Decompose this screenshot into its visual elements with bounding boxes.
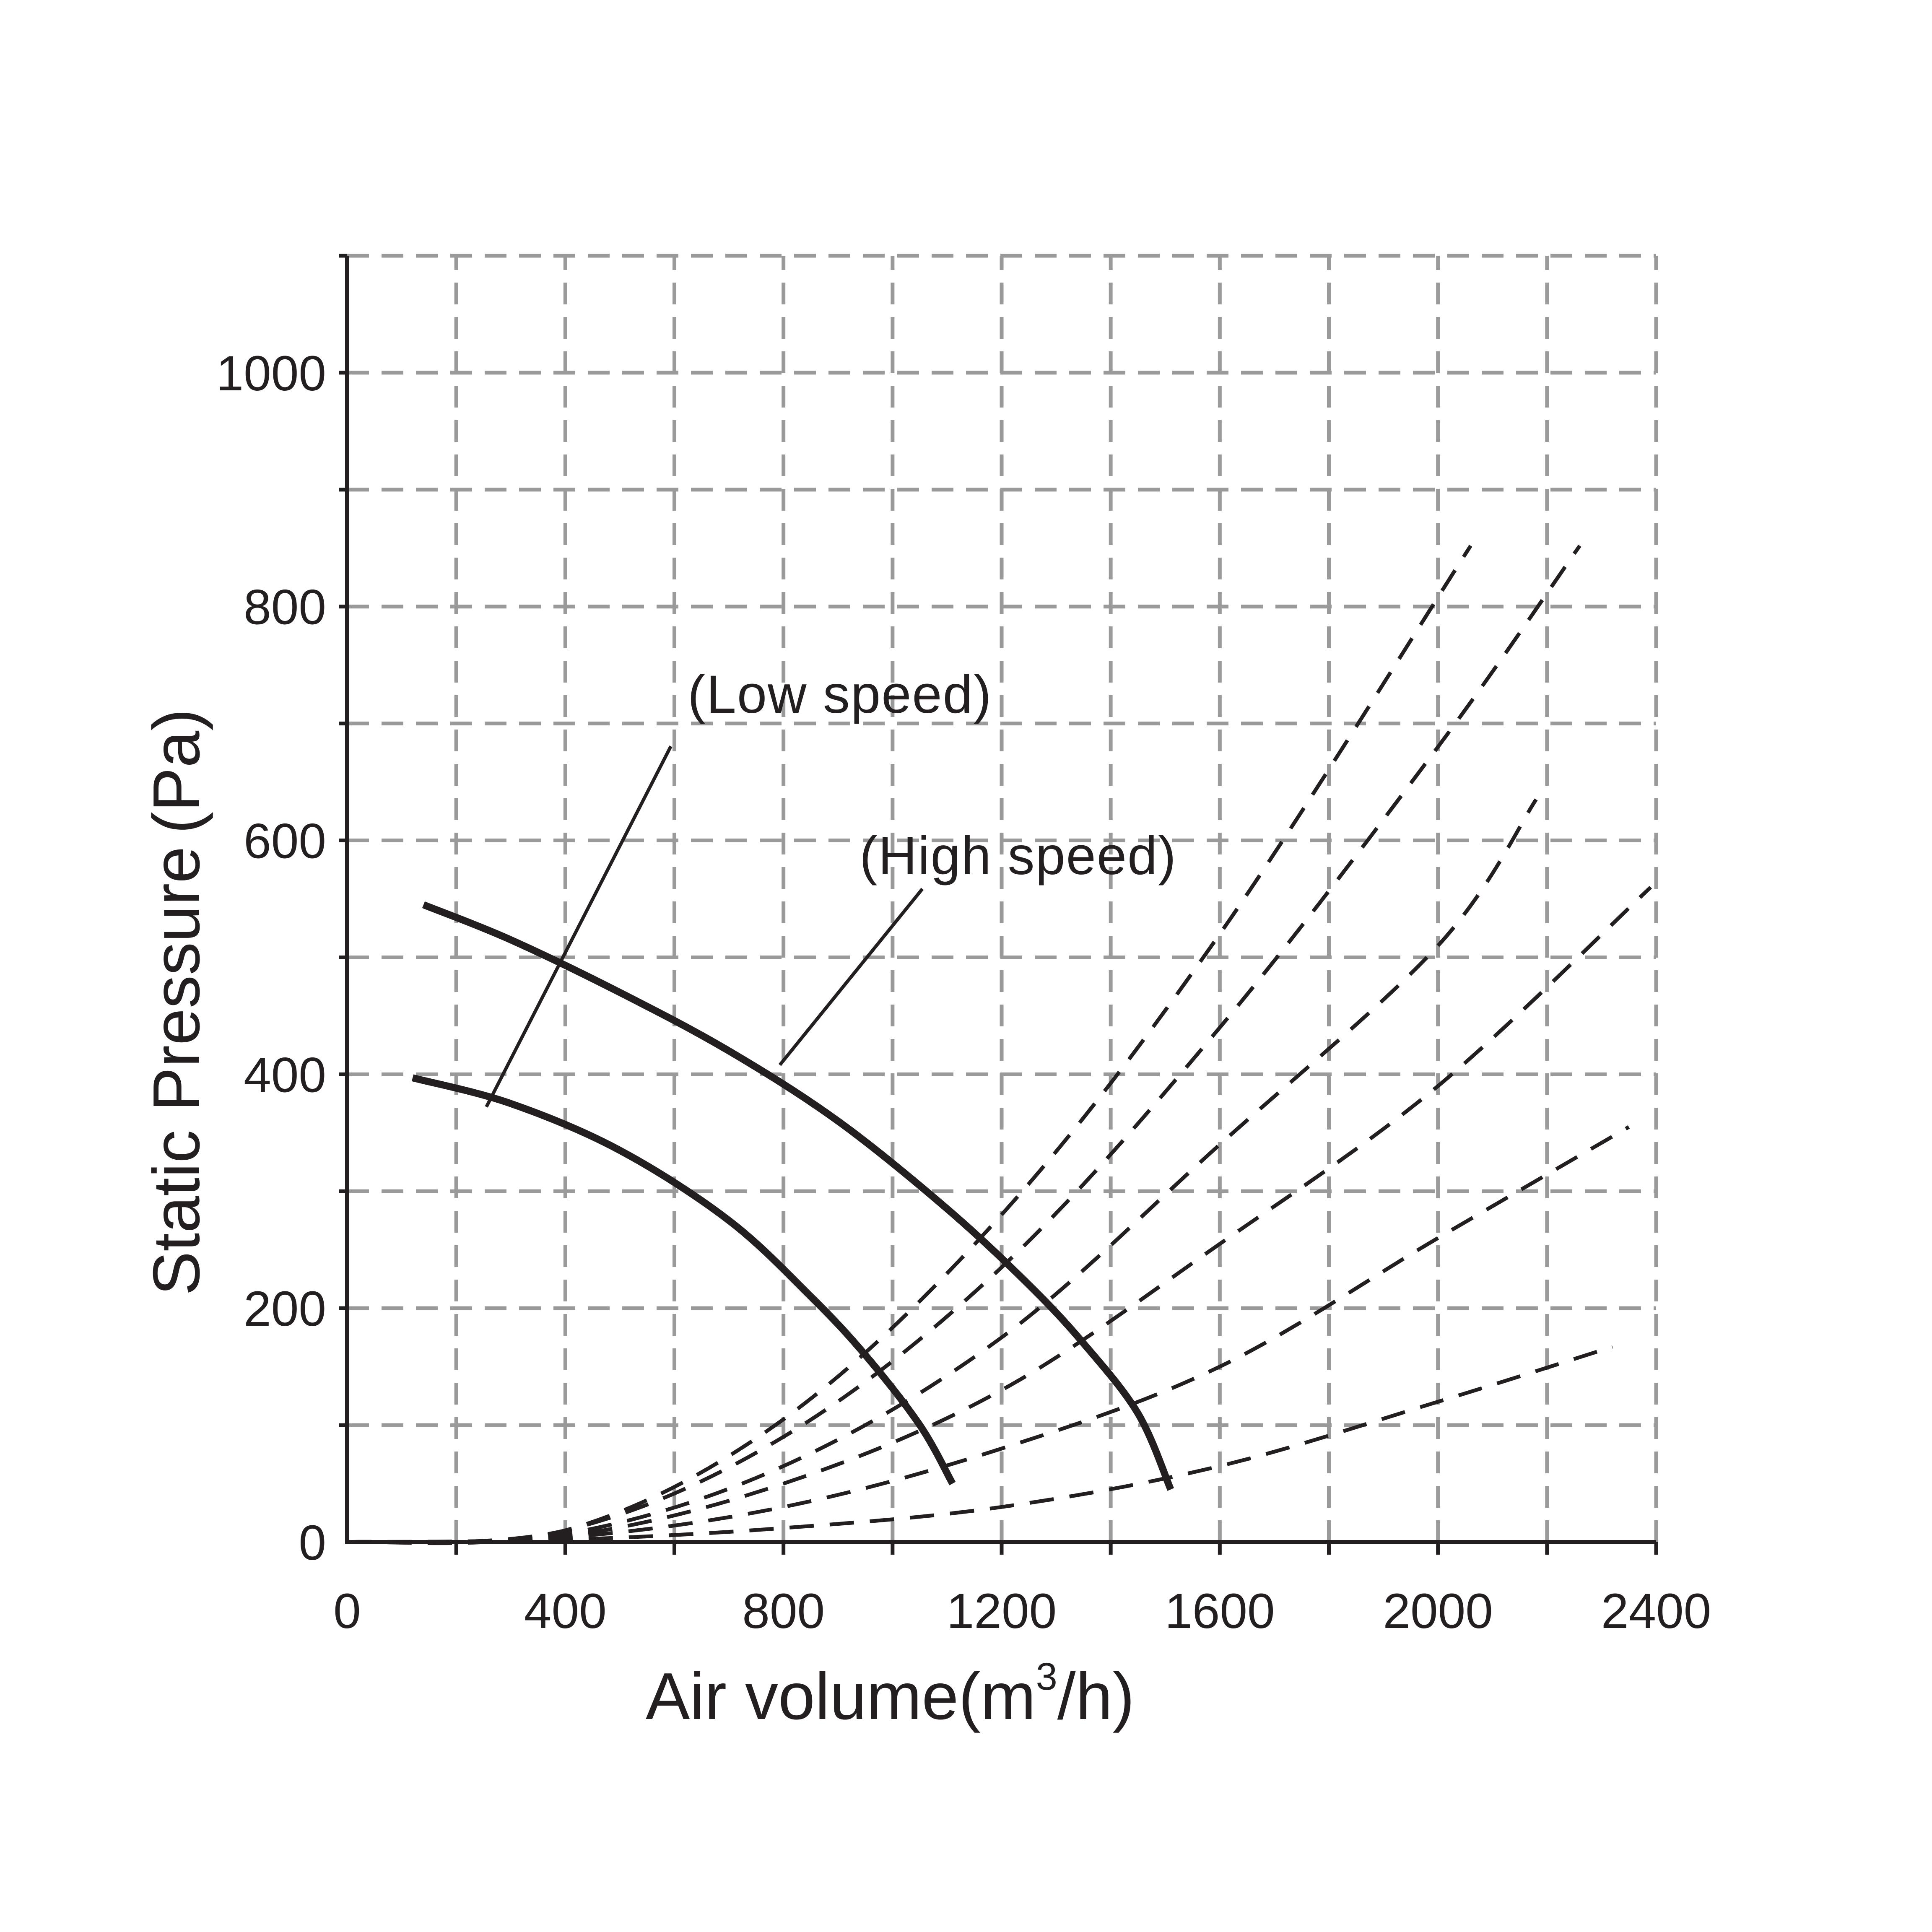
system-curves (347, 545, 1652, 1545)
x-tick-label: 400 (524, 1584, 607, 1639)
y-tick-label: 600 (244, 814, 326, 869)
x-axis-title-main: Air volume(m (646, 1659, 1036, 1733)
y-tick-label: 400 (244, 1047, 326, 1103)
x-tick-label: 0 (333, 1584, 361, 1639)
low-speed-curve-label: (Low speed) (688, 665, 992, 724)
y-axis-title-main: Static Pressure (140, 847, 213, 1296)
x-axis-title-superscript: 3 (1036, 1655, 1057, 1698)
system-curve-4 (347, 886, 1652, 1545)
grid (347, 254, 1658, 1542)
x-tick-label: 2000 (1383, 1584, 1493, 1639)
x-tick-label: 800 (742, 1584, 825, 1639)
tick-labels: 0 400 800 1200 1600 2000 2400 0 200 400 600 800 1000 (216, 346, 1711, 1639)
x-axis-title: Air volume(m3/h) (646, 1655, 1135, 1733)
y-tick-label: 0 (299, 1515, 326, 1571)
y-tick-label: 800 (244, 580, 326, 635)
system-curve-2 (347, 545, 1581, 1544)
axis-titles: Air volume(m3/h) Static Pressure (Pa) (140, 709, 1135, 1733)
low-speed-curve (411, 1074, 956, 1485)
high-speed-curve (422, 901, 1174, 1491)
system-curve-6 (347, 1345, 1613, 1544)
high-speed-curve-leader-line (778, 888, 924, 1066)
low-speed-curve-leader-line (485, 745, 673, 1108)
system-curve-5 (347, 1125, 1630, 1544)
y-axis-title-unit: (Pa) (140, 709, 213, 834)
y-axis-title: Static Pressure (Pa) (140, 709, 213, 1296)
fan-curves (411, 901, 1174, 1491)
system-curve-3 (347, 798, 1538, 1544)
annotations: (Low speed) (High speed) (485, 665, 1177, 1108)
y-tick-label: 1000 (216, 346, 326, 401)
high-speed-curve-label: (High speed) (860, 826, 1177, 886)
x-axis-title-tail: /h) (1057, 1659, 1135, 1733)
x-tick-label: 1600 (1165, 1584, 1275, 1639)
y-tick-label: 200 (244, 1281, 326, 1337)
x-tick-label: 1200 (947, 1584, 1057, 1639)
axes (339, 254, 1658, 1555)
x-tick-label: 2400 (1601, 1584, 1711, 1639)
